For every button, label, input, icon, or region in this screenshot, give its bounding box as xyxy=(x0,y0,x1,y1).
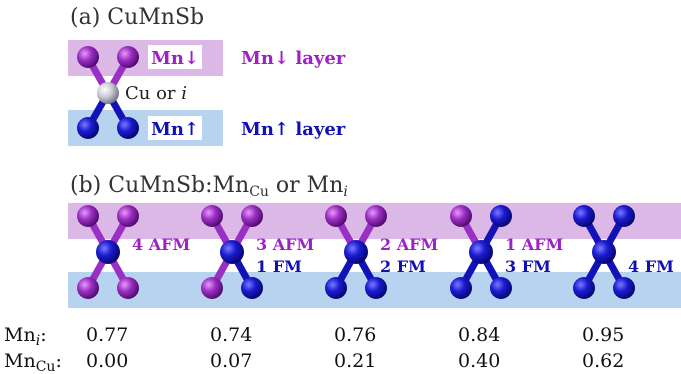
row-label-mn-cu: MnCu: xyxy=(4,350,62,374)
mn-up-atom xyxy=(365,277,387,299)
moment-table: Mni: MnCu: 0.77 0.74 0.76 0.84 0.950.00 0.07 0… xyxy=(4,324,624,374)
mn-down-atom xyxy=(117,46,139,68)
mn-down-atom xyxy=(77,277,99,299)
mn-up-atom xyxy=(573,205,595,227)
fm-count-label: 2 FM xyxy=(380,257,426,276)
table-cell: 0.84 xyxy=(458,324,500,346)
fm-count-label: 1 FM xyxy=(256,257,302,276)
table-cell: 0.95 xyxy=(582,324,624,346)
afm-count-label: 4 AFM xyxy=(132,235,190,254)
clusters: 4 AFM 3 AFM 1 FM 2 AFM 2 FM 1 AFM 3 FM 4 FM xyxy=(77,205,674,299)
afm-count-label: 1 AFM xyxy=(505,235,563,254)
table-cell: 0.62 xyxy=(582,350,624,372)
mn-down-atom xyxy=(450,205,472,227)
mn-down-layer-label: Mn↓ layer xyxy=(241,48,346,69)
mn-up-atom xyxy=(241,277,263,299)
afm-count-label: 2 AFM xyxy=(380,235,438,254)
table-cell: 0.76 xyxy=(334,324,376,346)
mn-up-label-box xyxy=(148,116,202,140)
center-mn-atom xyxy=(469,240,493,264)
cu-atom xyxy=(97,82,119,104)
table-cell: 0.21 xyxy=(334,350,376,372)
mn-up-atom xyxy=(613,205,635,227)
mn-down-atom xyxy=(201,205,223,227)
mn-down-atom xyxy=(241,205,263,227)
mn-down-atom xyxy=(365,205,387,227)
panel-b: (b) CuMnSb:MnCu or Mni 4 AFM 3 AFM 1 FM 2 A… xyxy=(68,173,681,308)
center-site-label: Cu or i xyxy=(125,83,187,104)
center-mn-atom xyxy=(592,240,616,264)
table-cell: 0.40 xyxy=(458,350,500,372)
cluster-5: 4 FM xyxy=(573,205,674,299)
mn-down-atom xyxy=(201,277,223,299)
table-cell: 0.07 xyxy=(210,350,252,372)
mn-up-atom xyxy=(325,277,347,299)
panel-a-title: (a) CuMnSb xyxy=(70,5,204,30)
table-cell: 0.00 xyxy=(86,350,128,372)
mn-up-atom xyxy=(490,205,512,227)
center-mn-atom xyxy=(344,240,368,264)
center-mn-atom xyxy=(96,240,120,264)
mn-up-atom xyxy=(490,277,512,299)
cluster-4: 1 AFM 3 FM xyxy=(450,205,563,299)
cluster-3: 2 AFM 2 FM xyxy=(325,205,438,299)
panel-a: (a) CuMnSb Mn↓ Mn↑ Cu or i Mn↓ layer Mn↑… xyxy=(68,5,346,146)
table-cell: 0.77 xyxy=(86,324,128,346)
cluster-1: 4 AFM xyxy=(77,205,190,299)
mn-down-atom xyxy=(117,277,139,299)
mn-up-atom xyxy=(450,277,472,299)
cluster-2: 3 AFM 1 FM xyxy=(201,205,314,299)
fm-count-label: 3 FM xyxy=(505,257,551,276)
afm-count-label: 3 AFM xyxy=(256,235,314,254)
mn-up-atom xyxy=(613,277,635,299)
mn-down-atom xyxy=(325,205,347,227)
mn-up-atom xyxy=(573,277,595,299)
mn-up-atom xyxy=(117,117,139,139)
mn-up-label: Mn↑ xyxy=(151,119,199,140)
row-label-mn-i: Mni: xyxy=(4,324,47,349)
mn-down-atom xyxy=(117,205,139,227)
mn-up-layer-label: Mn↑ layer xyxy=(241,119,346,140)
fm-count-label: 4 FM xyxy=(628,257,674,276)
table-values: 0.77 0.74 0.76 0.84 0.95 0.00 0.07 0.21 0.40 0.62 xyxy=(86,324,624,372)
mn-down-atom xyxy=(77,205,99,227)
mn-down-label-box xyxy=(148,45,202,69)
panel-b-title: (b) CuMnSb:MnCu or Mni xyxy=(70,173,348,200)
center-mn-atom xyxy=(220,240,244,264)
mn-down-label: Mn↓ xyxy=(151,48,199,69)
mn-down-atom xyxy=(77,46,99,68)
mn-up-atom xyxy=(77,117,99,139)
table-cell: 0.74 xyxy=(210,324,252,346)
